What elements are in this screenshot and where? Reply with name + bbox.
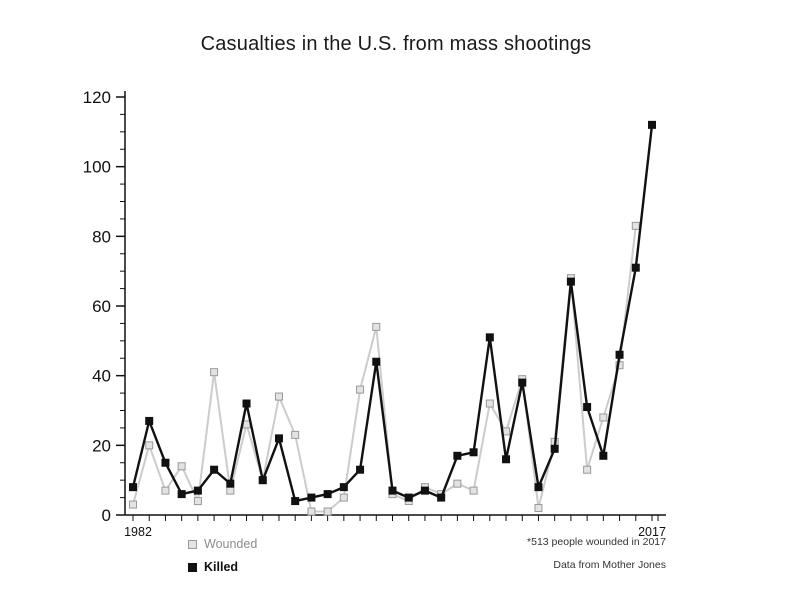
chart-title: Casualties in the U.S. from mass shootin… [200, 33, 592, 55]
svg-text:80: 80 [92, 227, 111, 246]
footnote-wounded-2017: *513 people wounded in 2017 [527, 536, 666, 548]
legend-label-killed: Killed [204, 560, 239, 575]
svg-text:120: 120 [83, 88, 111, 107]
legend-item-killed: Killed [188, 556, 257, 579]
legend: Wounded Killed [188, 533, 257, 579]
footnote-source: Data from Mother Jones [553, 559, 666, 571]
legend-label-wounded: Wounded [204, 537, 258, 552]
legend-item-wounded: Wounded [188, 533, 257, 556]
killed-marker-icon [188, 563, 197, 572]
svg-text:60: 60 [92, 297, 111, 316]
svg-text:1982: 1982 [124, 525, 152, 539]
svg-text:100: 100 [83, 158, 111, 177]
svg-text:0: 0 [102, 506, 111, 525]
svg-text:2017: 2017 [638, 525, 666, 539]
svg-text:40: 40 [92, 367, 111, 386]
footnotes: *513 people wounded in 2017 Data from Mo… [527, 536, 666, 582]
wounded-marker-icon [188, 540, 197, 549]
svg-text:20: 20 [92, 436, 111, 455]
